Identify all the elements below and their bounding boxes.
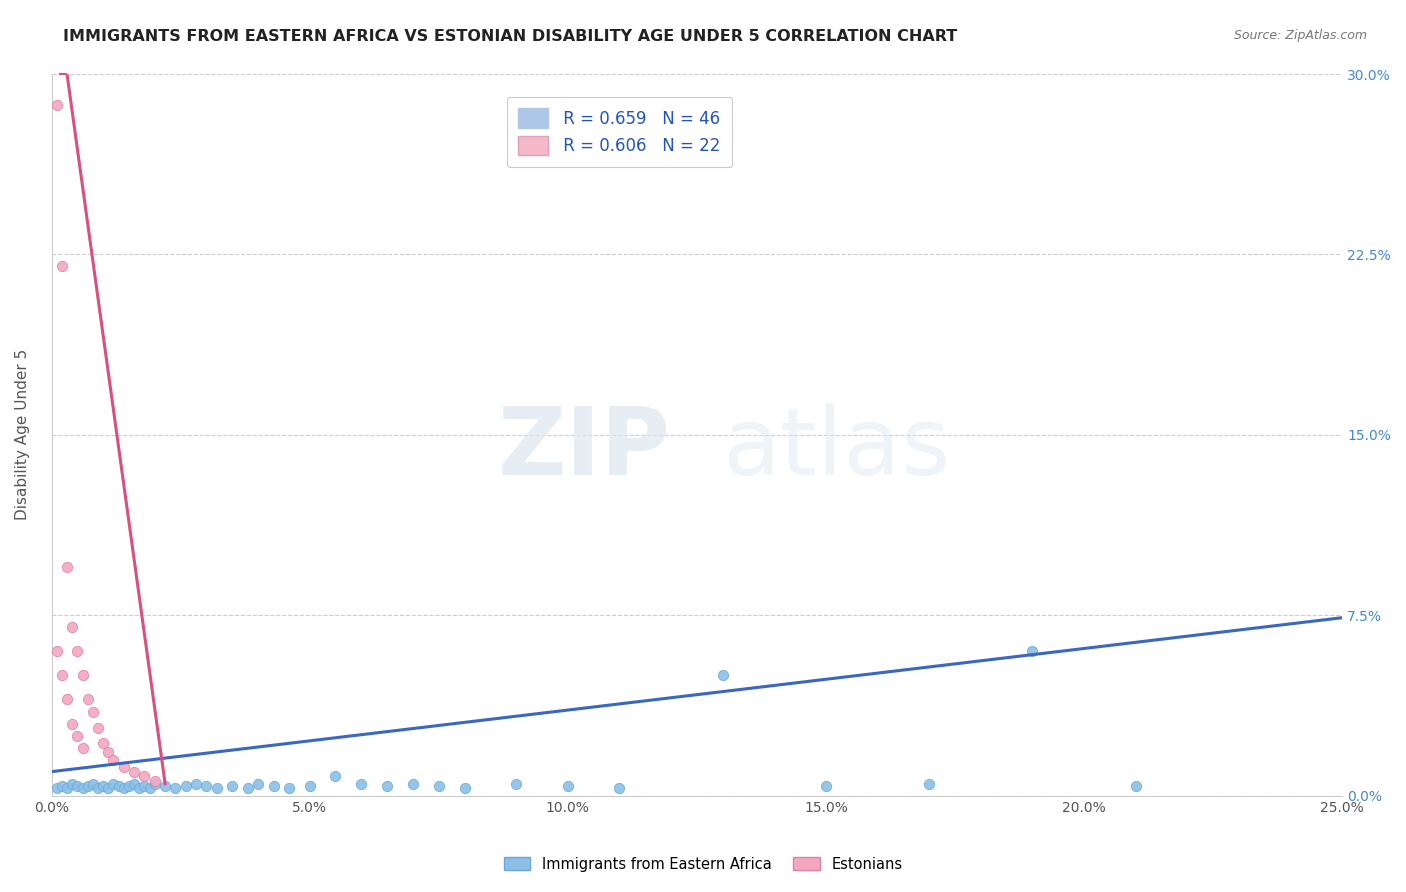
Point (1021, 644, 1043, 658)
Point (56, 692, 79, 706)
Point (72, 740, 94, 755)
Text: IMMIGRANTS FROM EASTERN AFRICA VS ESTONIAN DISABILITY AGE UNDER 5 CORRELATION CH: IMMIGRANTS FROM EASTERN AFRICA VS ESTONI… (63, 29, 957, 44)
Point (427, 779, 450, 793)
Point (711, 668, 734, 682)
Point (103, 753, 125, 767)
Point (45, 98, 67, 112)
Legend:  R = 0.659   N = 46,  R = 0.606   N = 22: R = 0.659 N = 46, R = 0.606 N = 22 (506, 97, 733, 167)
Point (505, 777, 527, 791)
Point (918, 777, 941, 791)
Point (60, 777, 83, 791)
Point (118, 779, 141, 793)
Point (60, 620, 83, 634)
Point (97, 745, 120, 759)
Point (66, 729, 89, 743)
Point (143, 774, 166, 789)
Point (91, 779, 114, 793)
Point (87, 722, 110, 736)
Point (97, 781, 120, 796)
Point (56, 781, 79, 796)
Point (325, 769, 347, 783)
Text: atlas: atlas (723, 403, 950, 495)
Point (557, 779, 579, 793)
Point (609, 781, 631, 796)
Point (51, 260, 73, 274)
Point (72, 668, 94, 682)
Text: Source: ZipAtlas.com: Source: ZipAtlas.com (1233, 29, 1367, 42)
Point (76, 692, 98, 706)
Point (72, 781, 94, 796)
Point (174, 779, 197, 793)
Point (122, 764, 145, 779)
Point (82, 777, 104, 791)
Point (134, 769, 156, 783)
Point (45, 781, 67, 796)
Point (298, 779, 321, 793)
Point (143, 777, 166, 791)
Point (350, 777, 373, 791)
Point (375, 779, 398, 793)
Point (247, 777, 270, 791)
Point (153, 779, 176, 793)
Point (195, 779, 218, 793)
Point (66, 779, 89, 793)
Point (134, 779, 156, 793)
Point (814, 779, 837, 793)
Point (1125, 779, 1147, 793)
Point (91, 736, 114, 750)
Point (51, 779, 73, 793)
Point (45, 644, 67, 658)
Point (87, 781, 110, 796)
Point (51, 668, 73, 682)
Point (128, 781, 150, 796)
Point (402, 777, 425, 791)
Point (165, 781, 187, 796)
Text: ZIP: ZIP (498, 403, 671, 495)
Point (205, 781, 228, 796)
Point (184, 777, 207, 791)
Point (76, 779, 98, 793)
Point (112, 781, 135, 796)
Point (278, 781, 301, 796)
Point (112, 760, 135, 774)
Point (453, 781, 475, 796)
Point (138, 781, 160, 796)
Point (66, 644, 89, 658)
Point (236, 781, 259, 796)
Point (56, 560, 79, 574)
Point (263, 779, 285, 793)
Point (103, 777, 125, 791)
Point (82, 705, 104, 719)
Point (107, 779, 129, 793)
Point (221, 779, 243, 793)
Y-axis label: Disability Age Under 5: Disability Age Under 5 (15, 350, 30, 521)
Point (60, 716, 83, 731)
Legend: Immigrants from Eastern Africa, Estonians: Immigrants from Eastern Africa, Estonian… (498, 851, 908, 878)
Point (122, 777, 145, 791)
